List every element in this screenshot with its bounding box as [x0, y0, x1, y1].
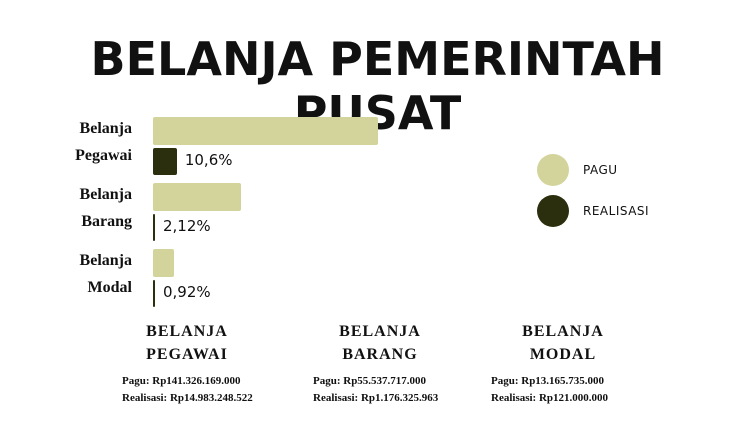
bar [153, 249, 174, 277]
bar [153, 117, 378, 145]
bar [153, 280, 155, 307]
legend-marker [537, 195, 569, 227]
chart-title: BELANJA PEMERINTAH PUSAT [90, 32, 665, 140]
category-label: Belanja Modal [79, 252, 132, 296]
percent-label: 10,6% [184, 151, 233, 169]
detail-realisasi: Realisasi: Rp1.176.325.963 [313, 392, 439, 404]
legend-label: PAGU [583, 163, 618, 177]
detail-pagu: Pagu: Rp141.326.169.000 [122, 375, 241, 387]
detail-realisasi: Realisasi: Rp121.000.000 [491, 392, 609, 404]
bar [153, 148, 177, 175]
percent-label: 0,92% [163, 283, 211, 301]
detail-pagu: Pagu: Rp55.537.717.000 [313, 375, 427, 387]
detail-title: BELANJA MODAL [522, 323, 604, 363]
detail-pagu: Pagu: Rp13.165.735.000 [491, 375, 605, 387]
detail-realisasi: Realisasi: Rp14.983.248.522 [122, 392, 253, 404]
percent-label: 2,12% [163, 217, 211, 235]
detail-title: BELANJA PEGAWAI [146, 323, 228, 363]
bar [153, 183, 242, 211]
bar [153, 214, 155, 241]
detail-title: BELANJA BARANG [339, 323, 421, 363]
legend-label: REALISASI [583, 204, 650, 218]
legend-marker [537, 154, 569, 186]
category-label: Belanja Pegawai [75, 120, 132, 164]
category-label: Belanja Barang [79, 186, 132, 230]
